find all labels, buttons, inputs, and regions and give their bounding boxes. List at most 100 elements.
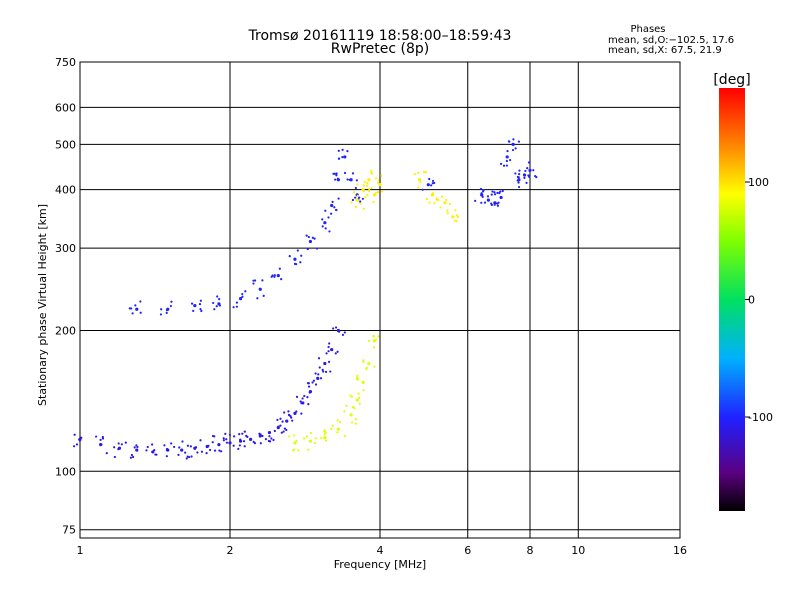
echo-dot bbox=[307, 403, 310, 406]
echo-dot bbox=[421, 188, 424, 191]
data-point bbox=[135, 307, 139, 311]
echo-dot bbox=[205, 452, 208, 455]
echo-dot bbox=[486, 195, 490, 198]
echo-dot bbox=[365, 366, 369, 369]
echo-dot bbox=[300, 412, 303, 415]
echo-dot bbox=[351, 198, 355, 202]
echo-dot bbox=[300, 402, 303, 405]
echo-dot bbox=[170, 442, 173, 445]
echo-dot bbox=[343, 410, 346, 413]
data-point bbox=[293, 257, 297, 261]
x-tick-label: 1 bbox=[77, 544, 84, 557]
echo-dot bbox=[300, 254, 303, 257]
echo-dot bbox=[235, 301, 239, 304]
data-point bbox=[308, 439, 313, 443]
echo-dot bbox=[480, 201, 483, 204]
echo-dot bbox=[501, 189, 504, 193]
data-point bbox=[316, 376, 320, 380]
echo-dot bbox=[366, 181, 369, 185]
echo-dot bbox=[194, 446, 198, 449]
echo-dot bbox=[351, 405, 354, 409]
echo-dot bbox=[207, 444, 210, 447]
echo-dot bbox=[354, 418, 358, 421]
echo-dot bbox=[134, 304, 137, 307]
echo-dot bbox=[343, 171, 347, 175]
echo-dot bbox=[145, 449, 148, 452]
echo-dot bbox=[299, 400, 302, 403]
echo-dot bbox=[200, 450, 204, 453]
echo-dot bbox=[225, 438, 228, 441]
echo-dot bbox=[417, 171, 420, 174]
echo-dot bbox=[516, 175, 520, 179]
echo-dot bbox=[307, 235, 310, 239]
echo-dot bbox=[527, 174, 530, 177]
echo-dot bbox=[341, 148, 344, 151]
echo-dot bbox=[187, 455, 191, 459]
echo-dot bbox=[100, 443, 103, 446]
colorbar-tick-label: 100 bbox=[748, 176, 769, 189]
echo-dot bbox=[238, 432, 241, 436]
echo-dot bbox=[499, 162, 503, 165]
echo-dot bbox=[354, 196, 357, 199]
y-tick-label: 400 bbox=[55, 184, 76, 197]
echo-dot bbox=[352, 191, 356, 194]
echo-dot bbox=[190, 455, 193, 458]
echo-dot bbox=[512, 138, 515, 141]
echo-dot bbox=[358, 196, 361, 199]
data-point bbox=[249, 437, 253, 441]
echo-dot bbox=[252, 282, 255, 285]
echo-dot bbox=[372, 200, 375, 204]
echo-dot bbox=[282, 430, 285, 433]
echo-dot bbox=[279, 417, 282, 420]
echo-dot bbox=[224, 432, 227, 436]
echo-dot bbox=[370, 169, 373, 172]
echo-dot bbox=[94, 435, 98, 438]
echo-dot bbox=[377, 179, 380, 182]
echo-dot bbox=[323, 433, 326, 436]
echo-dot bbox=[317, 373, 320, 376]
echo-dot bbox=[307, 385, 311, 388]
echo-dot bbox=[496, 191, 499, 194]
echo-dot bbox=[481, 195, 484, 198]
data-point bbox=[443, 201, 447, 205]
echo-dot bbox=[337, 157, 341, 160]
echo-dot bbox=[425, 197, 429, 201]
data-point bbox=[343, 155, 347, 159]
echo-dot bbox=[367, 362, 370, 365]
echo-dot bbox=[146, 445, 149, 449]
data-point bbox=[355, 198, 359, 202]
x-tick-label: 6 bbox=[464, 544, 471, 557]
echo-dot bbox=[72, 445, 76, 448]
echo-dot bbox=[321, 225, 324, 228]
x-tick-label: 2 bbox=[227, 544, 234, 557]
echo-dot bbox=[178, 446, 181, 449]
echo-dot bbox=[354, 205, 357, 208]
echo-dot bbox=[368, 190, 371, 193]
echo-dot bbox=[526, 166, 529, 170]
echo-dot bbox=[132, 455, 135, 459]
echo-dot bbox=[280, 431, 283, 434]
echo-dot bbox=[262, 294, 265, 297]
data-point bbox=[193, 304, 197, 308]
echo-dot bbox=[491, 190, 494, 193]
echo-dot bbox=[446, 209, 449, 212]
echo-dot bbox=[279, 424, 282, 427]
echo-dot bbox=[448, 202, 452, 206]
echo-dot bbox=[321, 218, 324, 221]
echo-dot bbox=[433, 202, 436, 205]
echo-dot bbox=[196, 451, 199, 454]
data-point bbox=[238, 296, 243, 301]
echo-dot bbox=[120, 443, 123, 446]
echo-dot bbox=[381, 190, 384, 193]
echo-dot bbox=[139, 300, 142, 303]
data-point bbox=[308, 239, 313, 244]
echo-dot bbox=[256, 297, 259, 300]
echo-dot bbox=[211, 434, 215, 438]
echo-dot bbox=[314, 437, 317, 440]
echo-dot bbox=[169, 304, 172, 308]
echo-dot bbox=[431, 182, 434, 185]
data-point bbox=[528, 168, 532, 172]
echo-dot bbox=[332, 327, 335, 330]
echo-dot bbox=[324, 227, 327, 230]
echo-dot bbox=[324, 209, 327, 212]
